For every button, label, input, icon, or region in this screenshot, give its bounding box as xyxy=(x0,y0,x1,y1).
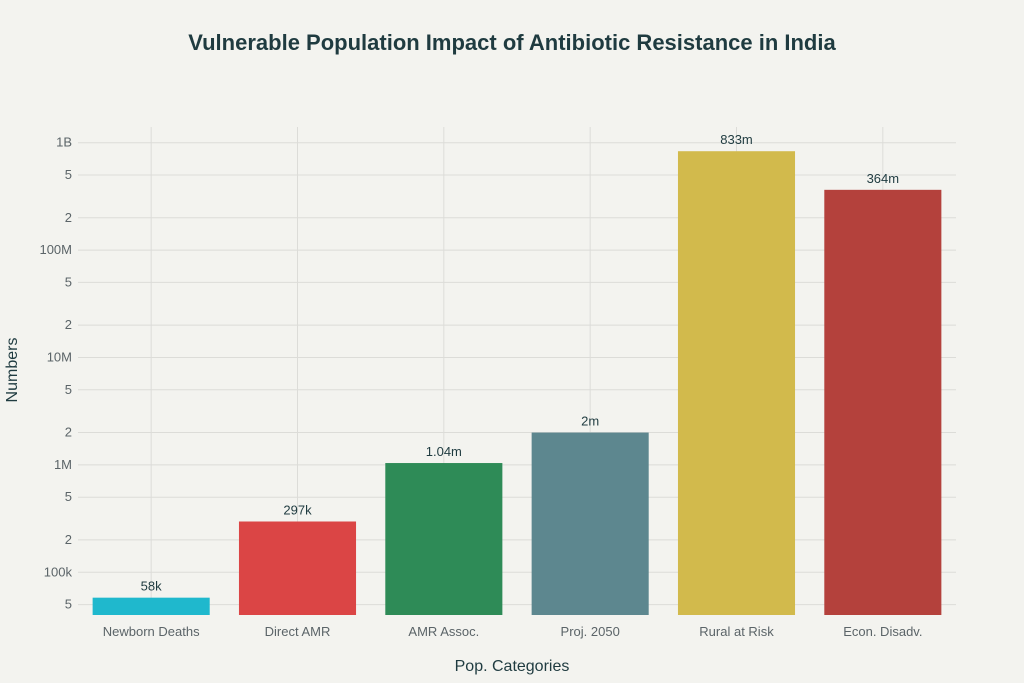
x-tick-label: Direct AMR xyxy=(265,624,331,639)
y-tick-label: 100M xyxy=(39,242,72,257)
data-label: 833m xyxy=(720,132,753,147)
data-labels: 58k 297k 1.04m 2m 833m 364m xyxy=(141,132,899,593)
bar-newborn-deaths[interactable] xyxy=(92,597,210,615)
x-axis-ticks: Newborn Deaths Direct AMR AMR Assoc. Proj. … xyxy=(103,624,923,639)
x-tick-label: AMR Assoc. xyxy=(408,624,479,639)
y-tick-label: 2 xyxy=(65,425,72,440)
y-tick-label: 100k xyxy=(44,564,73,579)
x-tick-label: Proj. 2050 xyxy=(561,624,620,639)
x-tick-label: Newborn Deaths xyxy=(103,624,200,639)
data-label: 58k xyxy=(141,579,162,594)
y-axis-ticks: 5 100k 2 5 1M 2 5 10M 2 5 100M 2 5 1B xyxy=(39,135,72,612)
bars xyxy=(92,151,942,615)
y-tick-label: 10M xyxy=(47,349,72,364)
y-tick-label: 5 xyxy=(65,489,72,504)
data-label: 297k xyxy=(283,502,312,517)
grid-layer xyxy=(78,127,956,615)
data-label: 2m xyxy=(581,414,599,429)
y-tick-label: 2 xyxy=(65,532,72,547)
y-tick-label: 1M xyxy=(54,457,72,472)
chart-title: Vulnerable Population Impact of Antibiot… xyxy=(188,30,836,55)
y-axis-title: Numbers xyxy=(4,338,21,403)
y-tick-label: 1B xyxy=(56,135,72,150)
bar-amr-assoc[interactable] xyxy=(385,463,503,615)
y-tick-label: 5 xyxy=(65,167,72,182)
bar-proj-2050[interactable] xyxy=(531,432,649,615)
y-tick-label: 2 xyxy=(65,317,72,332)
x-tick-label: Rural at Risk xyxy=(699,624,774,639)
y-tick-label: 5 xyxy=(65,274,72,289)
data-label: 364m xyxy=(867,171,900,186)
x-tick-label: Econ. Disadv. xyxy=(843,624,922,639)
y-tick-label: 5 xyxy=(65,382,72,397)
x-axis-title: Pop. Categories xyxy=(455,658,570,675)
bar-econ-disadv[interactable] xyxy=(824,189,942,615)
bar-direct-amr[interactable] xyxy=(238,521,357,615)
y-tick-label: 5 xyxy=(65,597,72,612)
y-tick-label: 2 xyxy=(65,210,72,225)
bar-rural-at-risk[interactable] xyxy=(677,151,796,615)
data-label: 1.04m xyxy=(426,444,462,459)
